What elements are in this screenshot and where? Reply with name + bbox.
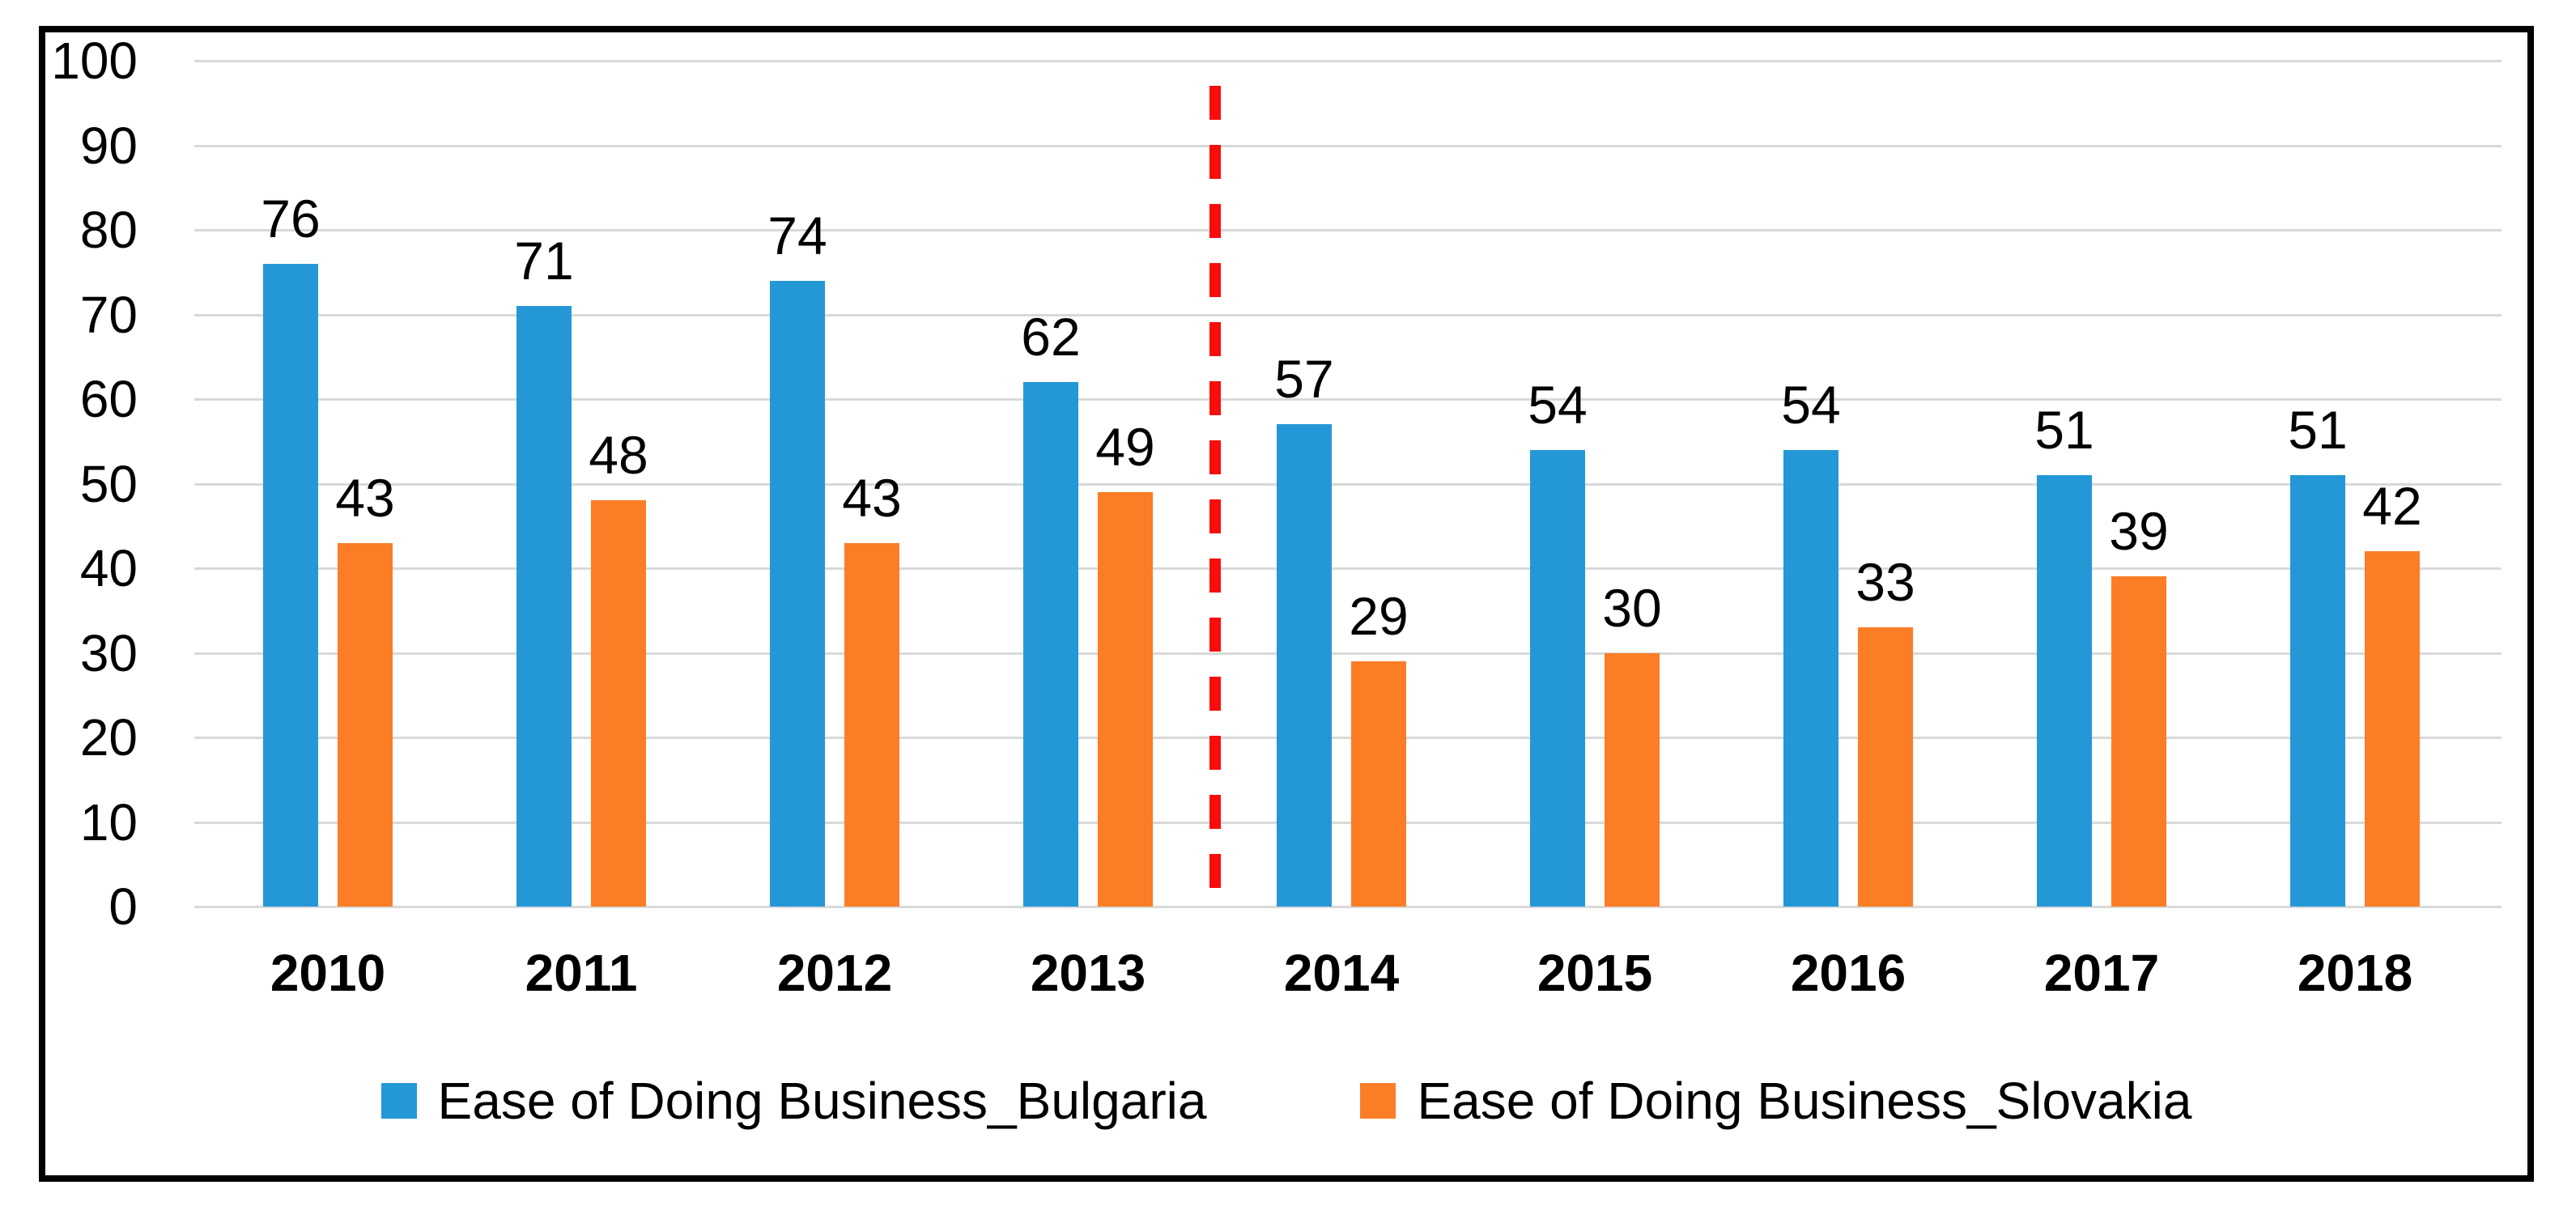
value-label-bulgaria-2013: 62 [1021, 307, 1081, 367]
value-label-slovakia-2015: 30 [1602, 577, 1662, 638]
value-label-bulgaria-2010: 76 [261, 188, 321, 248]
legend-label-bulgaria: Ease of Doing Business_Bulgaria [437, 1072, 1207, 1130]
value-label-bulgaria-2011: 71 [514, 231, 574, 291]
x-axis-label-2017: 2017 [2043, 944, 2160, 1002]
value-label-slovakia-2010: 43 [335, 467, 395, 528]
value-label-bulgaria-2015: 54 [1528, 374, 1588, 435]
value-label-slovakia-2011: 48 [589, 425, 648, 486]
value-label-slovakia-2013: 49 [1095, 416, 1155, 477]
legend-item-bulgaria: Ease of Doing Business_Bulgaria [380, 1068, 1207, 1133]
y-tick-label-90: 90 [79, 116, 138, 175]
y-tick-label-70: 70 [79, 285, 138, 344]
bar-bulgaria-2017 [2037, 475, 2092, 907]
value-label-bulgaria-2012: 74 [767, 205, 827, 265]
gridline-30 [194, 652, 2502, 655]
legend-swatch-slovakia-icon [1360, 1083, 1396, 1119]
value-label-slovakia-2016: 33 [1855, 552, 1915, 613]
x-axis-label-2012: 2012 [776, 944, 893, 1002]
bar-bulgaria-2011 [516, 306, 572, 907]
bar-slovakia-2012 [844, 542, 899, 907]
x-axis-label-2016: 2016 [1790, 944, 1906, 1002]
bar-bulgaria-2012 [770, 280, 825, 907]
bar-bulgaria-2016 [1783, 449, 1838, 907]
x-axis-label-2013: 2013 [1030, 944, 1146, 1002]
value-label-bulgaria-2014: 57 [1274, 349, 1334, 410]
legend-item-slovakia: Ease of Doing Business_Slovakia [1360, 1068, 2191, 1133]
y-tick-label-80: 80 [79, 201, 138, 259]
bar-slovakia-2015 [1605, 652, 1660, 907]
gridline-100 [194, 60, 2502, 62]
bar-slovakia-2017 [2111, 576, 2166, 907]
value-label-slovakia-2018: 42 [2362, 476, 2422, 537]
gridline-50 [194, 482, 2502, 486]
y-tick-label-60: 60 [79, 370, 138, 428]
gridline-80 [194, 229, 2502, 231]
value-label-bulgaria-2016: 54 [1781, 374, 1841, 435]
x-axis-label-2014: 2014 [1283, 944, 1400, 1002]
legend-label-slovakia: Ease of Doing Business_Slovakia [1417, 1072, 2192, 1130]
x-axis-label-2010: 2010 [270, 944, 386, 1002]
bar-bulgaria-2014 [1277, 424, 1332, 907]
x-axis-label-2011: 2011 [525, 944, 638, 1002]
gridline-10 [194, 821, 2502, 824]
gridline-70 [194, 313, 2502, 316]
value-label-bulgaria-2018: 51 [2288, 400, 2348, 461]
bar-slovakia-2014 [1351, 660, 1406, 907]
value-label-slovakia-2014: 29 [1349, 585, 1409, 646]
y-tick-label-0: 0 [108, 877, 138, 936]
bar-slovakia-2016 [1858, 627, 1913, 907]
gridline-40 [194, 567, 2502, 570]
bar-slovakia-2018 [2365, 551, 2420, 907]
y-tick-label-10: 10 [79, 792, 138, 852]
x-axis-label-2018: 2018 [2297, 944, 2413, 1002]
bar-bulgaria-2018 [2290, 475, 2345, 907]
gridline-90 [194, 144, 2502, 147]
bar-slovakia-2013 [1098, 491, 1153, 907]
bar-bulgaria-2010 [263, 263, 318, 907]
value-label-slovakia-2017: 39 [2109, 501, 2169, 562]
gridline-0 [194, 906, 2502, 908]
y-tick-label-40: 40 [79, 539, 138, 597]
bar-bulgaria-2013 [1023, 382, 1078, 907]
y-tick-label-50: 50 [79, 454, 138, 513]
bar-bulgaria-2015 [1530, 449, 1585, 907]
value-label-slovakia-2012: 43 [842, 467, 902, 528]
bar-slovakia-2010 [338, 542, 393, 907]
gridline-20 [194, 737, 2502, 739]
legend-swatch-bulgaria-icon [380, 1083, 417, 1119]
value-label-bulgaria-2017: 51 [2034, 400, 2094, 461]
y-tick-label-20: 20 [79, 708, 138, 767]
bar-slovakia-2011 [591, 500, 646, 907]
divider-dashed-line [1209, 86, 1221, 907]
gridline-60 [194, 398, 2502, 401]
x-axis-label-2015: 2015 [1537, 944, 1653, 1002]
y-tick-label-100: 100 [51, 32, 138, 90]
y-tick-label-30: 30 [79, 623, 138, 682]
legend: Ease of Doing Business_Bulgaria Ease of … [39, 1068, 2534, 1133]
